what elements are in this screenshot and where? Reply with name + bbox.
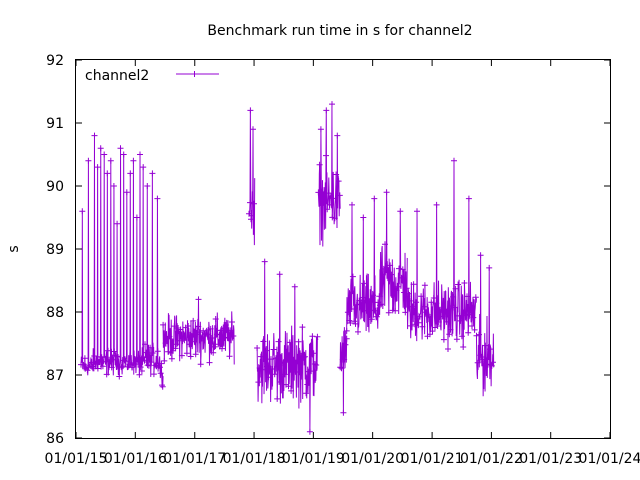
series-line-segment [162, 299, 235, 365]
plot-frame [75, 59, 611, 439]
series-point-markers [443, 157, 479, 352]
series-point-markers [404, 201, 450, 343]
y-tick-label: 90 [46, 179, 64, 195]
series-point-markers [343, 195, 383, 335]
axis-layer: 8687888990919201/01/1501/01/1601/01/1701… [45, 53, 640, 467]
x-tick-label: 01/01/17 [163, 451, 226, 467]
series-point-markers [78, 157, 96, 374]
x-tick-label: 01/01/20 [341, 451, 404, 467]
y-tick-label: 86 [46, 431, 64, 447]
chart-title: Benchmark run time in s for channel2 [207, 23, 472, 39]
x-tick-label: 01/01/18 [223, 451, 286, 467]
series-line-segment [317, 104, 341, 247]
x-tick-label: 01/01/21 [401, 451, 464, 467]
series-point-markers [315, 101, 343, 222]
series-point-markers [246, 107, 257, 223]
series-line-segment [144, 173, 161, 377]
y-tick-label: 89 [46, 242, 64, 258]
x-tick-label: 01/01/15 [45, 451, 108, 467]
x-tick-label: 01/01/22 [460, 451, 523, 467]
legend-label-channel2: channel2 [85, 68, 149, 84]
series-line-segment [248, 110, 256, 246]
series-point-markers [254, 258, 321, 435]
series-line-segment [80, 160, 94, 376]
series-point-markers [142, 170, 162, 378]
series-point-markers [89, 132, 148, 380]
y-tick-label: 91 [46, 116, 64, 132]
series-line-segment [446, 160, 477, 350]
legend-marker-channel2 [191, 71, 198, 77]
y-axis-label: s [6, 245, 22, 252]
legend: channel2 [85, 68, 219, 84]
data-layer [78, 101, 496, 435]
x-tick-label: 01/01/19 [282, 451, 345, 467]
x-tick-label: 01/01/24 [579, 451, 640, 467]
y-tick-label: 88 [46, 305, 64, 321]
series-line-segment [256, 261, 319, 432]
series-point-markers [157, 360, 166, 390]
series-line-segment [406, 204, 448, 342]
y-tick-label: 87 [46, 368, 64, 384]
series-line-segment [379, 192, 408, 314]
series-point-markers [160, 296, 237, 368]
y-tick-label: 92 [46, 53, 64, 69]
series-point-markers [377, 189, 410, 316]
x-tick-label: 01/01/23 [519, 451, 582, 467]
series-line-segment [92, 135, 146, 377]
series-point-markers [337, 335, 350, 416]
x-tick-label: 01/01/16 [104, 451, 167, 467]
series-line-segment [475, 255, 495, 397]
series-point-markers [473, 252, 496, 369]
